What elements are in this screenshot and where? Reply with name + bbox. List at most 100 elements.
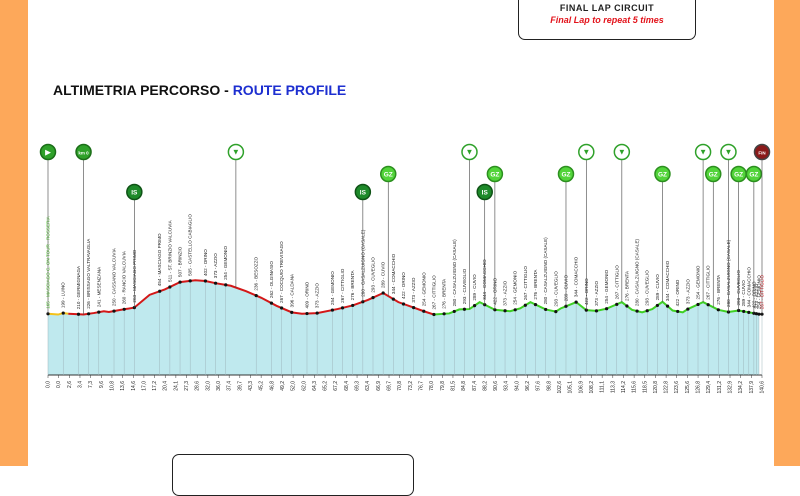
right-orange-band (774, 0, 800, 466)
point-label: 289 - CUVIO (655, 274, 660, 301)
km-tick-label: 73,2 (408, 381, 414, 391)
marker-feed-zone-label: ▼ (232, 147, 240, 156)
km-tick-label: 84,8 (461, 381, 467, 391)
point-label: 422 - ORINO (675, 279, 680, 306)
km-point (158, 289, 162, 293)
km-point (655, 303, 659, 308)
km-point (574, 300, 578, 304)
km-point (76, 312, 81, 316)
km-tick-label: 129,4 (706, 381, 712, 394)
km-tick-label: 9,6 (99, 381, 105, 388)
point-label: 373 - AZZIO (594, 280, 599, 305)
km-tick-label: 88,2 (482, 381, 488, 391)
point-labels-layer: 165 - MASCIAGO C. ON TOUR - ROSSERIA 199 … (46, 214, 765, 310)
km-tick-label: 102,6 (557, 381, 563, 394)
km-tick-label: 10,8 (109, 381, 115, 391)
point-label: 276 - BRENTA (624, 270, 629, 301)
point-droplines-layer (47, 280, 763, 375)
km-tick-label: 98,8 (546, 381, 552, 391)
point-label: 267 - CITTIGLIO (614, 265, 619, 300)
point-label: 267 - CITTIGLIO (431, 275, 436, 310)
km-tick-label: 52,0 (291, 381, 297, 391)
km-tick-label: 27,3 (184, 381, 190, 391)
marker-feed-zone-label: ▼ (582, 147, 590, 156)
km-point (452, 309, 456, 314)
km-point (676, 309, 680, 314)
km-tick-label: 63,4 (365, 381, 371, 391)
point-label: 373 - AZZIO (315, 283, 320, 308)
point-label: 373 - AZZIO (411, 277, 416, 302)
point-label: 254 - GEMONIO (604, 269, 609, 303)
point-label: 422 - ORINO (401, 272, 406, 299)
marker-gpm-badge (379, 165, 397, 183)
km-tick-label: 140,6 (760, 381, 766, 394)
km-tick-label: 94,0 (514, 381, 520, 391)
km-tick-label: 111,1 (600, 381, 606, 393)
point-label: 267 - CITTIGLIO (523, 266, 528, 301)
km-point (665, 304, 670, 308)
point-label: 396 - CALDANA (289, 273, 294, 307)
marker-gpm-label: GZ (749, 171, 758, 178)
point-label: 276 - BRENTA (533, 269, 538, 300)
marker-gpm-badge (704, 165, 722, 183)
km-point (269, 301, 274, 305)
km-point (472, 304, 477, 308)
marker-intermediate-sprint-label: IS (482, 189, 489, 196)
point-label: 344 - COMACCHIO (665, 260, 670, 301)
km-point (305, 311, 309, 316)
km-tick-label: 14,6 (131, 381, 137, 391)
marker-intermediate-sprint-label: IS (131, 189, 138, 196)
point-label: 276 - BRENTA (350, 269, 355, 300)
km-point (401, 302, 406, 306)
marker-gpm-label: GZ (658, 171, 667, 178)
left-orange-band (0, 0, 28, 466)
km-tick-label: 131,2 (717, 381, 723, 394)
point-label: 226 - BRISSAGO VALTRAVAGLIA (86, 238, 91, 309)
marker-finish-badge (753, 143, 771, 161)
km-tick-label: 64,3 (312, 381, 318, 391)
km-tick-label: 45,2 (259, 381, 265, 391)
km-tick-label: 114,2 (621, 381, 627, 393)
km-tick-label: 132,9 (728, 381, 734, 394)
km-tick-label: 125,6 (685, 381, 691, 394)
point-label: 254 - GEMONIO (513, 270, 518, 304)
km-tick-label: 2,6 (67, 381, 73, 388)
km-point (188, 279, 192, 283)
marker-feed-zone-badge (578, 143, 595, 161)
km-point (696, 302, 700, 307)
km-point (178, 280, 182, 284)
title-english: ROUTE PROFILE (232, 82, 347, 98)
point-label: 267 - CITTIGLIO (340, 268, 345, 303)
point-label: 241 - MESENZANA (96, 266, 101, 307)
km-tick-label: 32,0 (205, 381, 211, 391)
km-point (594, 309, 599, 313)
marker-feed-zone-label: ▼ (466, 147, 474, 156)
km-tick-label: 118,5 (642, 381, 648, 393)
km-point (716, 308, 720, 312)
km-point (533, 302, 538, 307)
km-tick-label: 62,0 (301, 381, 307, 391)
km-point (254, 293, 258, 298)
km-point (754, 312, 759, 316)
km-tick-label: 7,3 (88, 381, 94, 388)
final-lap-note: Final Lap to repeat 5 times (550, 15, 664, 25)
km-point (87, 312, 91, 316)
marker-intermediate-sprint-badge (354, 183, 372, 201)
km-tick-label: 106,9 (578, 381, 584, 394)
km-point (351, 303, 355, 308)
point-label: 280 - CASALZUIGNO (CASALE) (452, 239, 457, 307)
marker-gpm-badge (486, 165, 504, 183)
point-label: 293 - CUVEGLIO (371, 257, 376, 293)
km-tick-label: 69,7 (387, 381, 393, 391)
km-tick-label: 17,0 (141, 381, 147, 391)
point-label: 289 - CUVIO (741, 280, 746, 307)
km-tick-label: 87,4 (472, 381, 478, 391)
final-lap-heading: FINAL LAP CIRCUIT (559, 3, 655, 13)
km-tick-label: 66,9 (376, 381, 382, 391)
km-tick-label: 93,4 (504, 381, 510, 391)
km-tick-label: 90,6 (493, 381, 499, 391)
km-tick-label: 13,6 (120, 381, 126, 391)
km-tick-label: 96,2 (525, 381, 531, 391)
point-label: 199 - LUINO (61, 282, 66, 308)
point-label: 280 - CASALZUIGNO (CASALE) (543, 237, 548, 305)
